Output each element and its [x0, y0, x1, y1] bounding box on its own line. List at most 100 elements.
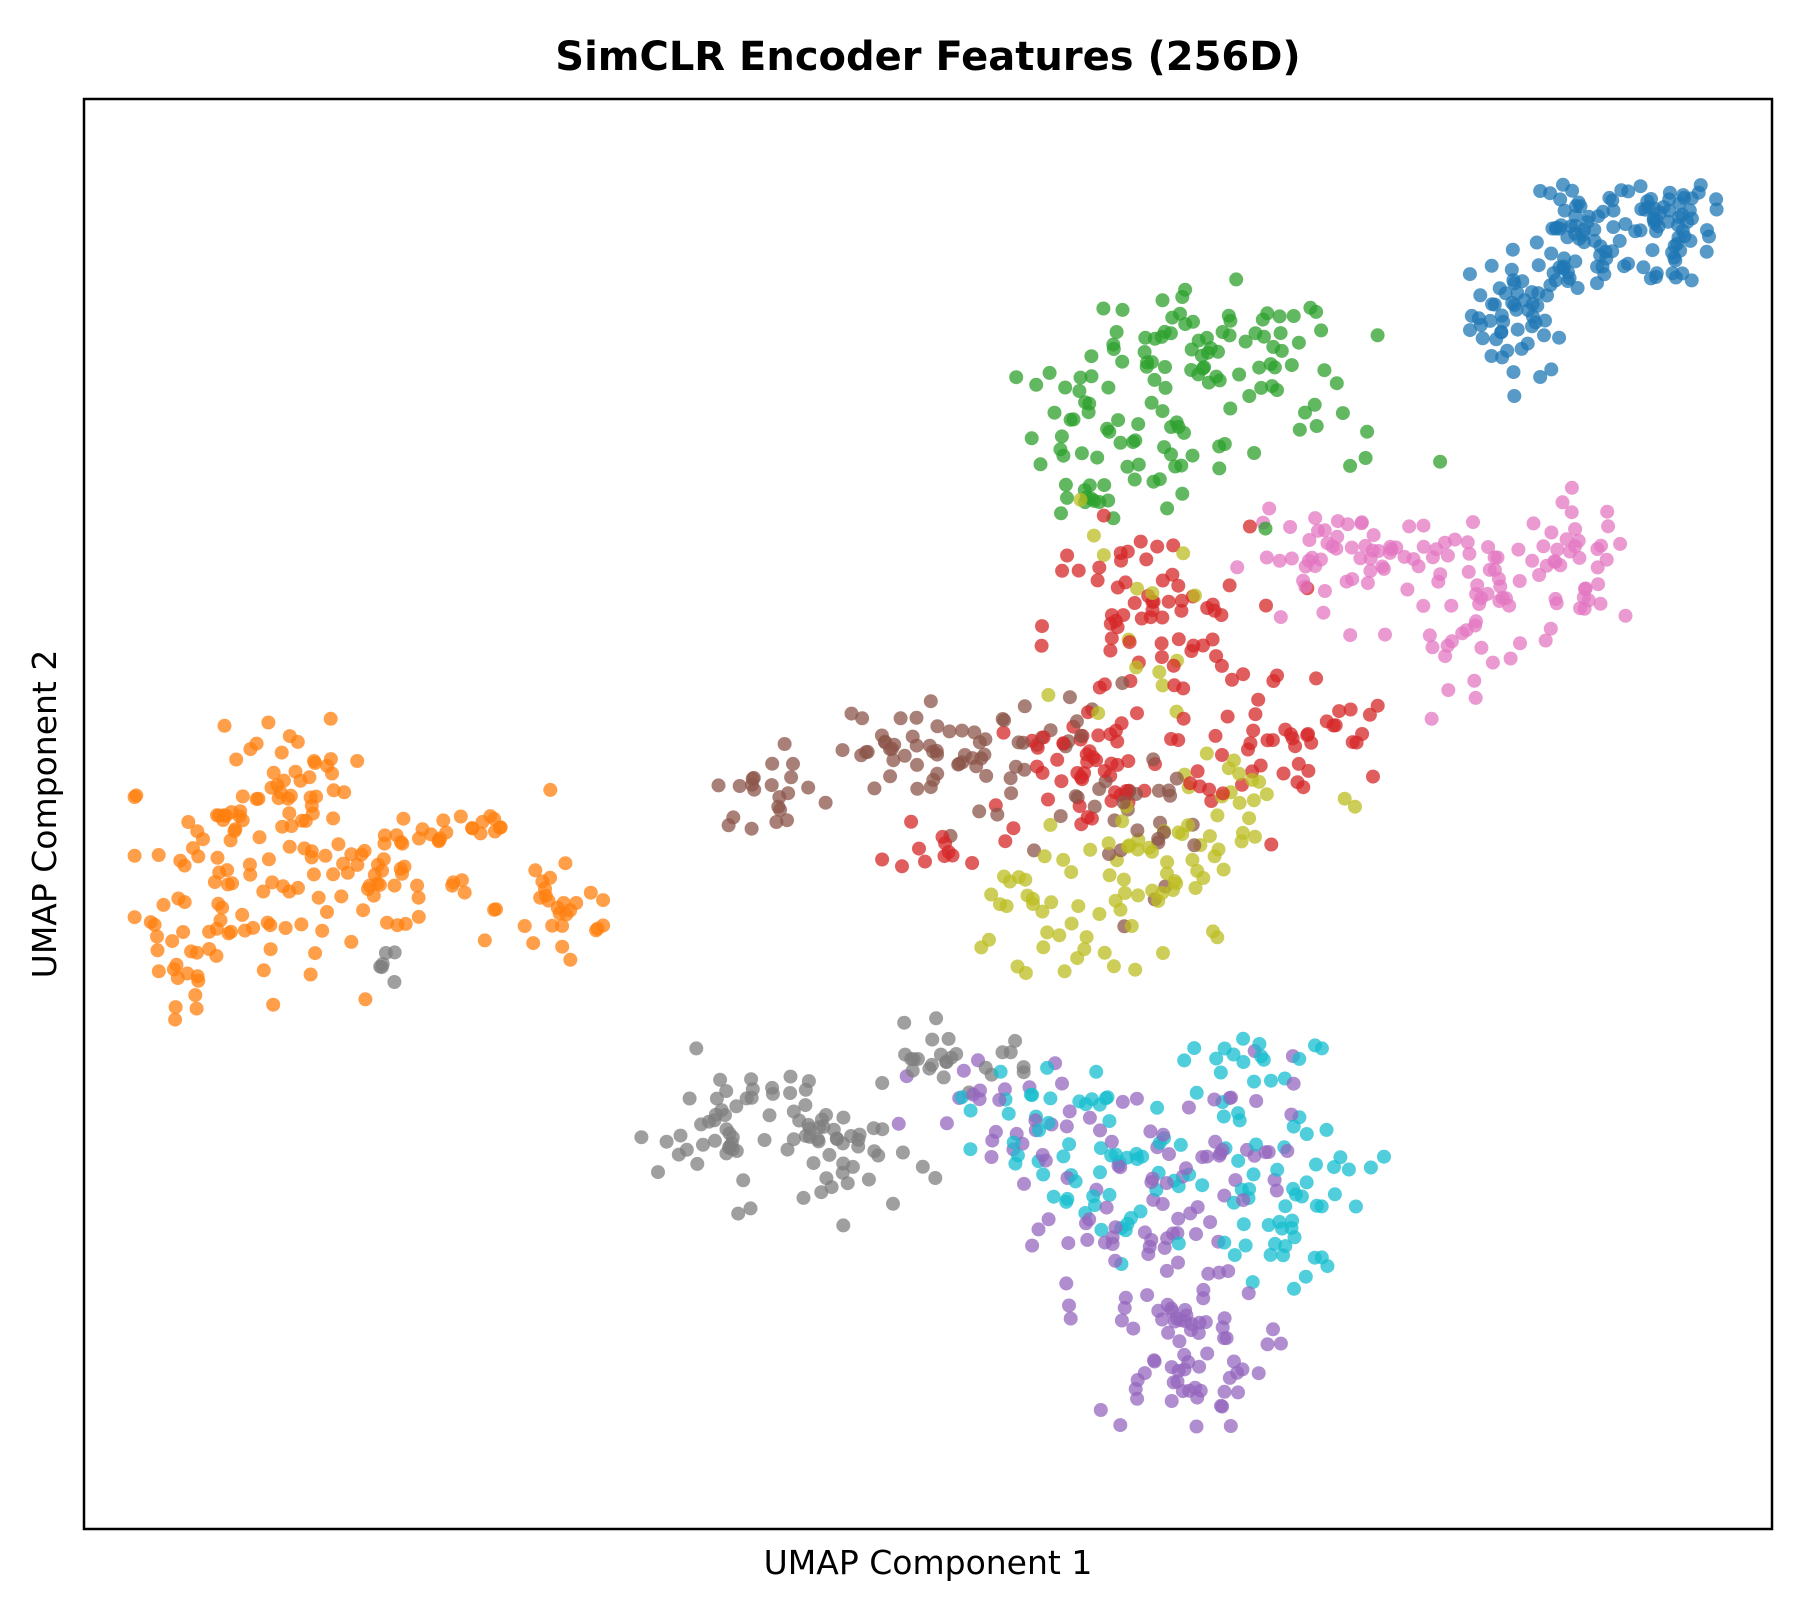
scatter-point-series-4 — [997, 1082, 1012, 1097]
scatter-point-series-4 — [1093, 1123, 1107, 1138]
scatter-point-series-1 — [181, 815, 196, 829]
scatter-point-series-3 — [1133, 534, 1148, 549]
scatter-point-series-9 — [1187, 1041, 1202, 1056]
scatter-point-series-9 — [1245, 1275, 1260, 1290]
scatter-point-series-4 — [1189, 1419, 1204, 1434]
scatter-point-series-6 — [1433, 567, 1448, 582]
scatter-point-series-4 — [1162, 1147, 1176, 1162]
scatter-point-series-1 — [256, 884, 271, 899]
scatter-point-series-5 — [1187, 838, 1202, 853]
scatter-point-series-0 — [1556, 259, 1571, 274]
scatter-point-series-8 — [1077, 942, 1092, 957]
scatter-point-series-1 — [336, 856, 351, 871]
scatter-point-series-4 — [1196, 1282, 1211, 1297]
scatter-point-series-6 — [1499, 591, 1513, 606]
scatter-point-series-4 — [1117, 1300, 1132, 1315]
scatter-point-series-5 — [910, 781, 925, 796]
scatter-point-series-7 — [783, 1086, 798, 1100]
scatter-point-series-0 — [1531, 258, 1546, 273]
scatter-point-series-7 — [835, 1136, 850, 1151]
scatter-point-series-2 — [1184, 342, 1199, 357]
scatter-point-series-4 — [1236, 1193, 1251, 1208]
scatter-point-series-7 — [709, 1091, 724, 1106]
scatter-point-series-6 — [1259, 550, 1274, 565]
scatter-point-series-3 — [1092, 560, 1107, 575]
scatter-point-series-1 — [465, 821, 480, 836]
scatter-point-series-3 — [1084, 811, 1099, 826]
scatter-point-series-8 — [1160, 855, 1175, 870]
scatter-point-series-2 — [1335, 406, 1350, 421]
scatter-point-series-4 — [1129, 1091, 1144, 1106]
scatter-point-series-8 — [1152, 665, 1167, 679]
scatter-point-series-9 — [1308, 1038, 1322, 1053]
scatter-point-series-6 — [1513, 636, 1527, 651]
scatter-point-series-3 — [1070, 766, 1085, 780]
scatter-point-series-0 — [1507, 276, 1522, 291]
scatter-point-series-8 — [1037, 849, 1052, 864]
scatter-point-series-4 — [1258, 1145, 1273, 1160]
scatter-point-series-3 — [1176, 711, 1191, 726]
scatter-point-series-9 — [1068, 1174, 1083, 1189]
scatter-point-series-0 — [1495, 350, 1510, 365]
scatter-point-series-8 — [1145, 586, 1160, 601]
scatter-point-series-4 — [1111, 1158, 1126, 1173]
scatter-point-series-1 — [410, 878, 425, 893]
scatter-point-series-1 — [475, 814, 490, 829]
scatter-point-series-2 — [1292, 422, 1307, 437]
scatter-point-series-0 — [1628, 224, 1643, 239]
scatter-point-series-0 — [1514, 341, 1529, 356]
scatter-point-series-4 — [1059, 1276, 1074, 1291]
scatter-point-series-9 — [1084, 1092, 1099, 1107]
scatter-point-series-0 — [1533, 184, 1548, 198]
scatter-point-series-9 — [1236, 1055, 1251, 1069]
scatter-point-series-3 — [1119, 784, 1134, 798]
scatter-point-series-4 — [1059, 1119, 1074, 1134]
scatter-point-series-9 — [1227, 1248, 1242, 1263]
scatter-point-series-4 — [1192, 1359, 1207, 1374]
scatter-point-series-3 — [895, 859, 909, 874]
scatter-point-series-0 — [1487, 297, 1502, 312]
scatter-point-series-3 — [1139, 552, 1154, 567]
scatter-point-series-1 — [295, 813, 309, 828]
scatter-point-series-0 — [1510, 322, 1525, 337]
scatter-point-series-2 — [1247, 446, 1262, 460]
scatter-point-series-4 — [1160, 1297, 1175, 1312]
scatter-point-series-8 — [1232, 795, 1247, 810]
scatter-point-series-1 — [395, 836, 410, 851]
scatter-point-series-2 — [1212, 461, 1227, 476]
scatter-point-series-2 — [1147, 372, 1162, 387]
scatter-point-series-6 — [1262, 501, 1277, 516]
scatter-point-series-2 — [1229, 272, 1244, 287]
scatter-point-series-7 — [736, 1173, 751, 1188]
scatter-point-series-9 — [1032, 1123, 1046, 1138]
scatter-point-series-0 — [1489, 332, 1504, 347]
scatter-point-series-9 — [1254, 1049, 1269, 1064]
scatter-point-series-4 — [1217, 1384, 1232, 1399]
scatter-point-series-1 — [361, 882, 375, 896]
scatter-point-series-3 — [1082, 744, 1097, 759]
scatter-point-series-0 — [1506, 365, 1521, 380]
scatter-point-series-3 — [1041, 792, 1055, 807]
scatter-point-series-9 — [963, 1103, 978, 1118]
scatter-point-series-3 — [1055, 563, 1070, 578]
scatter-point-series-4 — [1214, 1398, 1228, 1413]
scatter-point-series-0 — [1557, 203, 1572, 218]
scatter-point-series-0 — [1682, 203, 1697, 218]
scatter-point-series-7 — [861, 1172, 876, 1187]
scatter-point-series-3 — [1343, 702, 1358, 717]
scatter-point-series-1 — [282, 729, 297, 744]
scatter-point-series-7 — [744, 1090, 759, 1105]
scatter-point-series-8 — [1130, 581, 1145, 596]
scatter-point-series-6 — [1444, 598, 1459, 613]
scatter-point-series-8 — [1057, 964, 1072, 979]
scatter-point-series-0 — [1529, 235, 1544, 250]
scatter-point-series-4 — [1130, 1391, 1145, 1406]
scatter-point-series-8 — [1117, 886, 1132, 900]
scatter-point-series-2 — [1223, 401, 1238, 416]
scatter-point-series-6 — [1313, 552, 1328, 567]
scatter-point-series-8 — [1207, 849, 1222, 864]
scatter-point-series-1 — [334, 889, 349, 904]
scatter-point-series-8 — [1097, 945, 1112, 960]
scatter-point-series-2 — [1066, 412, 1081, 427]
scatter-point-series-6 — [1564, 480, 1579, 495]
